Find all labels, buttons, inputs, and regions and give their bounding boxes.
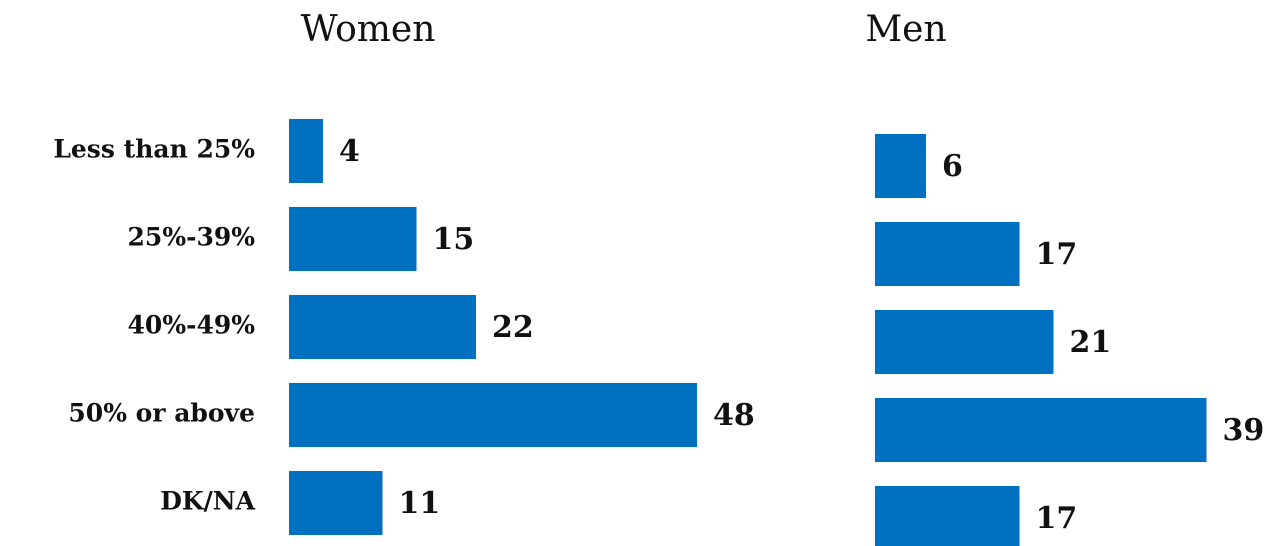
bar	[875, 486, 1020, 546]
value-label: 6	[942, 149, 963, 184]
value-label: 17	[1036, 501, 1078, 536]
value-label: 11	[399, 486, 441, 521]
panel-title: Men	[865, 9, 946, 50]
value-label: 22	[492, 310, 534, 345]
category-label: DK/NA	[160, 487, 255, 516]
bar	[289, 207, 417, 271]
bar	[289, 383, 697, 447]
bar	[875, 398, 1207, 462]
bar	[875, 222, 1020, 286]
category-label: 50% or above	[68, 399, 255, 428]
value-label: 17	[1036, 237, 1078, 272]
category-label: 40%-49%	[128, 311, 256, 340]
value-label: 15	[433, 222, 475, 257]
category-label: Less than 25%	[53, 135, 255, 164]
panel-title: Women	[301, 9, 436, 50]
bar	[875, 310, 1054, 374]
category-label: 25%-39%	[128, 223, 256, 252]
bar	[289, 471, 383, 535]
bar	[289, 295, 476, 359]
bar	[289, 119, 323, 183]
value-label: 39	[1223, 413, 1265, 448]
value-label: 21	[1070, 325, 1112, 360]
value-label: 48	[713, 398, 755, 433]
bar	[875, 134, 926, 198]
value-label: 4	[339, 134, 360, 169]
